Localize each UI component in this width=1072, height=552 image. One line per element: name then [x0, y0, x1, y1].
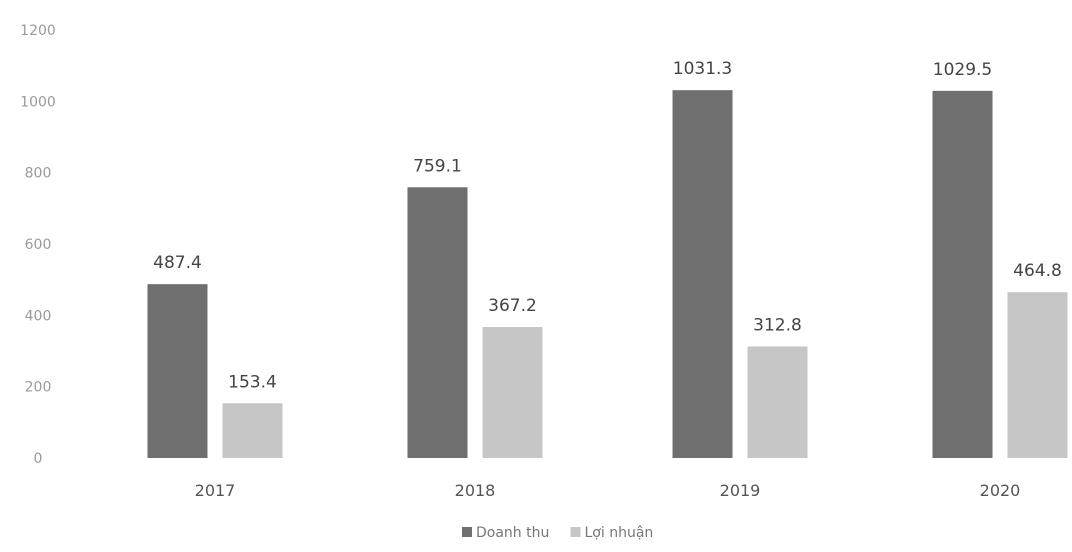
y-tick-label-800: 800 — [25, 166, 52, 182]
y-tick-label-200: 200 — [25, 380, 52, 396]
x-tick-label-2020: 2020 — [980, 481, 1021, 500]
bar-loi-nhuan-2019 — [747, 346, 808, 458]
y-tick-label-0: 0 — [34, 451, 43, 467]
data-label-loi-nhuan-2018: 367.2 — [488, 296, 537, 316]
legend-label-doanh-thu: Doanh thu — [476, 525, 549, 541]
x-tick-label-2017: 2017 — [195, 481, 236, 500]
data-label-doanh-thu-2017: 487.4 — [153, 253, 202, 273]
y-tick-label-600: 600 — [25, 237, 52, 253]
data-label-loi-nhuan-2017: 153.4 — [228, 372, 277, 392]
data-label-doanh-thu-2020: 1029.5 — [933, 60, 992, 80]
legend-label-loi-nhuan: Lợi nhuận — [585, 525, 654, 541]
bar-doanh-thu-2019 — [672, 90, 733, 458]
y-tick-label-400: 400 — [25, 308, 52, 324]
x-tick-label-2018: 2018 — [455, 481, 496, 500]
data-label-loi-nhuan-2020: 464.8 — [1013, 261, 1062, 281]
legend-swatch-loi-nhuan — [570, 527, 581, 537]
bar-doanh-thu-2017 — [147, 284, 208, 458]
bar-loi-nhuan-2017 — [222, 403, 283, 458]
bar-loi-nhuan-2020 — [1007, 292, 1068, 458]
bar-doanh-thu-2018 — [407, 187, 468, 458]
y-tick-label-1000: 1000 — [20, 94, 56, 110]
bar-loi-nhuan-2018 — [482, 327, 543, 458]
y-tick-label-1200: 1200 — [20, 23, 56, 39]
data-label-doanh-thu-2019: 1031.3 — [673, 59, 732, 79]
bar-doanh-thu-2020 — [932, 90, 993, 458]
x-tick-label-2019: 2019 — [720, 481, 761, 500]
legend-swatch-doanh-thu — [462, 527, 472, 537]
data-label-loi-nhuan-2019: 312.8 — [753, 315, 802, 335]
data-label-doanh-thu-2018: 759.1 — [413, 156, 462, 176]
